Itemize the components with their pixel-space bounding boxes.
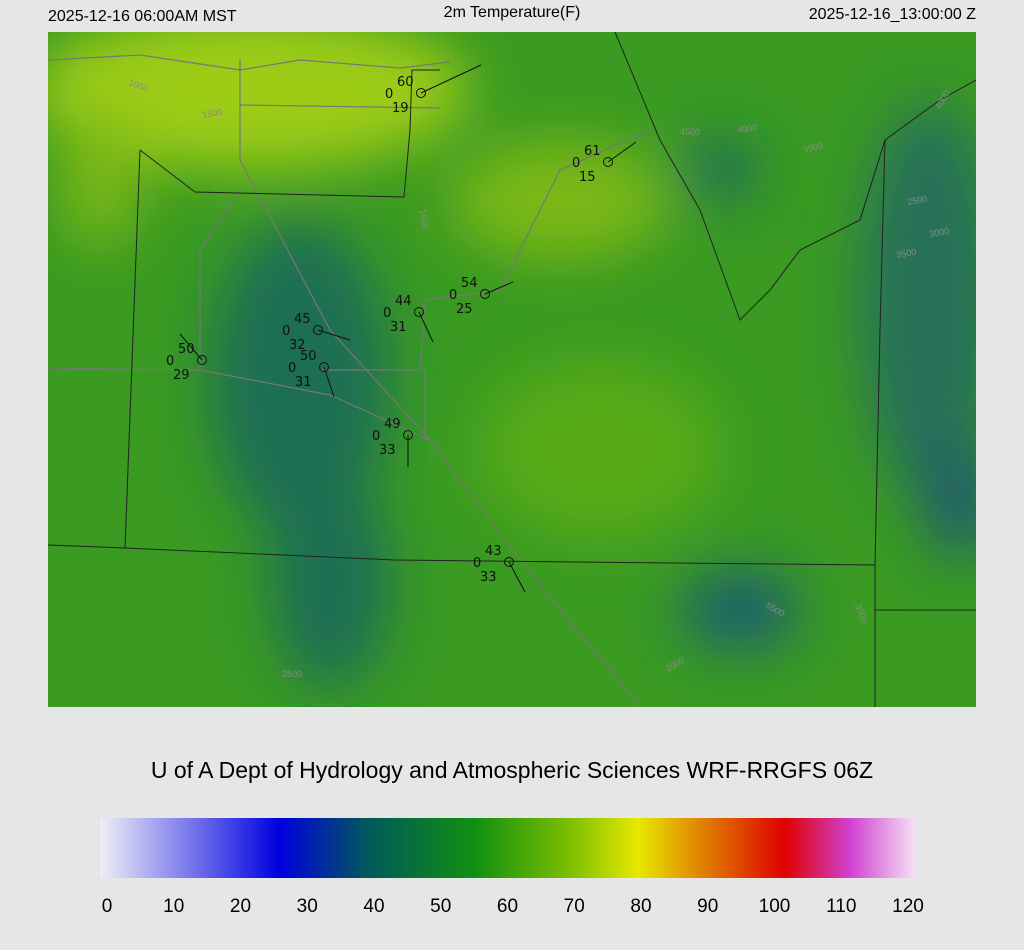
station-marker <box>414 307 424 317</box>
dewpoint: 31 <box>295 375 312 390</box>
tick-label: 70 <box>564 896 585 917</box>
wind-barb <box>420 64 482 94</box>
map-title: 2m Temperature(F) <box>444 4 581 21</box>
wind: 0 <box>473 556 481 571</box>
tick-label: 10 <box>163 896 184 917</box>
tick-label: 120 <box>892 896 924 917</box>
wind: 0 <box>372 429 380 444</box>
colorbar-ticks: 0 10 20 30 40 50 60 70 80 90 100 110 120 <box>102 878 924 917</box>
station-marker <box>480 289 490 299</box>
temperature: 54 <box>461 276 478 291</box>
station-marker <box>319 362 329 372</box>
tick-label: 80 <box>630 896 651 917</box>
contour-label: 3500 <box>896 247 917 260</box>
temperature: 60 <box>397 75 414 90</box>
colorbar <box>100 818 915 878</box>
contour-label: 4500 <box>680 127 700 137</box>
tick-label: 40 <box>363 896 384 917</box>
wind: 0 <box>282 324 290 339</box>
wind-barb <box>179 333 203 361</box>
wind-barb <box>323 366 335 398</box>
dewpoint: 33 <box>379 443 396 458</box>
temperature: 43 <box>485 544 502 559</box>
tick-label: 30 <box>297 896 318 917</box>
dewpoint: 29 <box>173 368 190 383</box>
valid-utc: 2025-12-16_13:00:00 Z <box>809 6 976 23</box>
station-marker <box>313 325 323 335</box>
dewpoint: 15 <box>579 170 596 185</box>
contour-label: 2500 <box>282 669 302 679</box>
contour-label: 1500 <box>417 209 430 230</box>
wind: 0 <box>166 354 174 369</box>
tick-label: 100 <box>759 896 791 917</box>
dewpoint: 25 <box>456 302 473 317</box>
tick-label: 60 <box>497 896 518 917</box>
station-marker <box>416 88 426 98</box>
temperature: 61 <box>584 144 601 159</box>
dewpoint: 19 <box>392 101 409 116</box>
temperature: 50 <box>300 349 317 364</box>
tick-label: 0 <box>102 896 113 917</box>
wind: 0 <box>385 87 393 102</box>
temperature: 44 <box>395 294 412 309</box>
temperature: 49 <box>384 417 401 432</box>
stations: 6001961015540254403145032500295003149033… <box>166 64 637 593</box>
tick-label: 20 <box>230 896 251 917</box>
wind-barb <box>317 329 351 341</box>
station-marker <box>504 557 514 567</box>
contour-label: 4000 <box>737 122 758 135</box>
temperature: 45 <box>294 312 311 327</box>
station-marker <box>603 157 613 167</box>
wind: 0 <box>572 156 580 171</box>
dewpoint: 31 <box>390 320 407 335</box>
temperature: 50 <box>178 342 195 357</box>
contour-label: 3000 <box>929 226 950 239</box>
dewpoint: 32 <box>289 338 306 353</box>
wind-barb <box>508 561 526 593</box>
contour-label: 2500 <box>907 194 928 207</box>
contour-label: 1500 <box>202 107 223 120</box>
tick-label: 90 <box>697 896 718 917</box>
tick-label: 110 <box>826 896 856 917</box>
valid-local: 2025-12-16 06:00AM MST <box>48 8 237 25</box>
wind-barb <box>484 281 514 295</box>
wind: 0 <box>449 288 457 303</box>
credit: U of A Dept of Hydrology and Atmospheric… <box>151 757 873 783</box>
map <box>48 32 976 707</box>
tick-label: 50 <box>430 896 451 917</box>
station-marker <box>197 355 207 365</box>
wind: 0 <box>288 361 296 376</box>
dewpoint: 33 <box>480 570 497 585</box>
wind-barb <box>607 141 637 163</box>
wind: 0 <box>383 306 391 321</box>
wind-barb <box>418 311 434 343</box>
